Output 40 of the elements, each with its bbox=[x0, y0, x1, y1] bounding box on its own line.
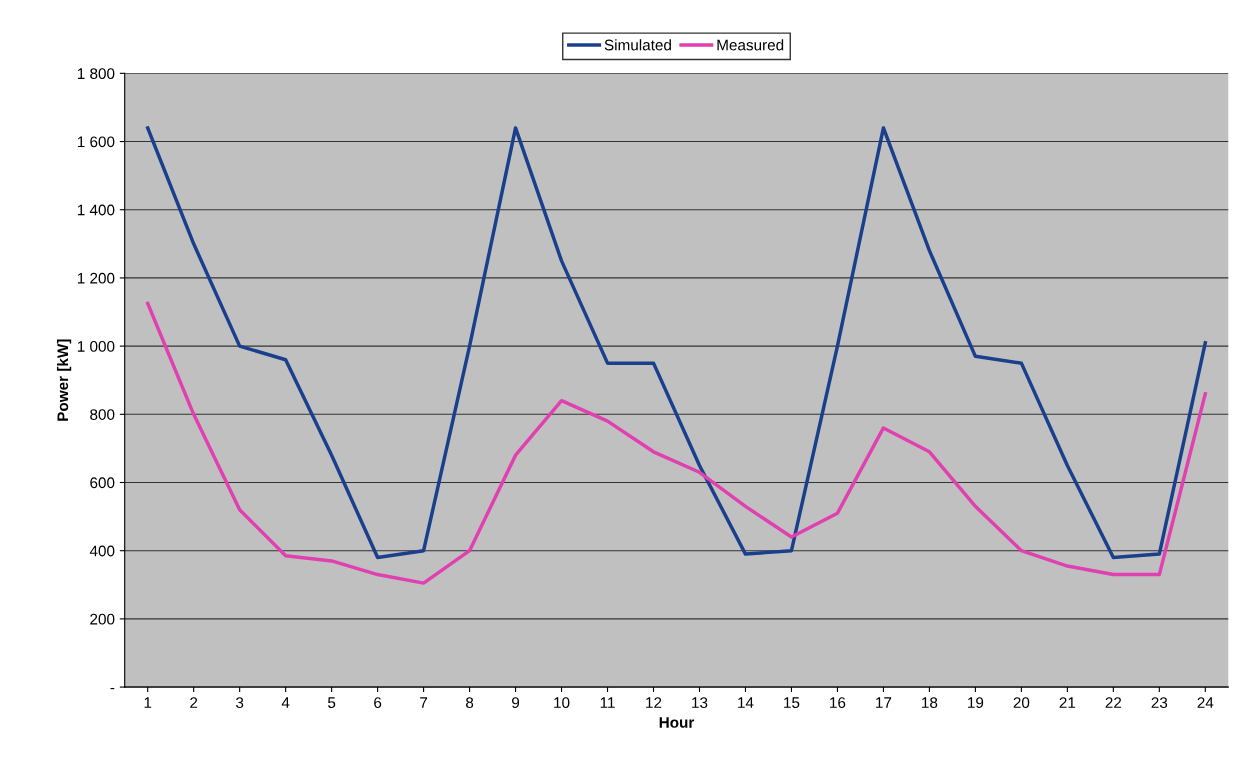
x-tick-label: 3 bbox=[235, 697, 244, 709]
x-tick-label: 14 bbox=[738, 697, 754, 708]
x-tick-label: 12 bbox=[646, 697, 662, 708]
x-tick-label: 18 bbox=[922, 697, 938, 709]
x-tick-label: 2 bbox=[190, 697, 198, 708]
x-tick-label: 4 bbox=[281, 697, 290, 708]
x-tick-label: 20 bbox=[1013, 697, 1030, 709]
line-series bbox=[145, 126, 1208, 560]
x-tick-label: 1 bbox=[144, 697, 152, 708]
x-tick-label: 7 bbox=[420, 697, 428, 708]
x-tick-label: 23 bbox=[1151, 697, 1168, 709]
y-tick-label: 1 200 bbox=[77, 272, 115, 284]
line-series bbox=[145, 301, 1208, 585]
x-tick-label: 15 bbox=[784, 697, 800, 709]
legend-label: Measured bbox=[717, 39, 784, 51]
x-tick-label: 11 bbox=[600, 697, 615, 708]
y-tick-label: 200 bbox=[90, 613, 115, 625]
y-axis-title: Power [kW] bbox=[56, 339, 72, 421]
x-tick-label: 13 bbox=[692, 697, 708, 709]
x-tick-label: 8 bbox=[465, 697, 474, 709]
x-tick-label: 22 bbox=[1105, 697, 1122, 708]
y-tick-label: 400 bbox=[89, 545, 115, 557]
x-tick-label: 17 bbox=[876, 697, 892, 708]
x-tick-label: 9 bbox=[512, 697, 520, 709]
y-tick-label: 1 600 bbox=[77, 136, 115, 148]
x-tick-label: 10 bbox=[554, 697, 570, 709]
y-tick-label: 1 800 bbox=[77, 68, 115, 80]
x-tick-label: 6 bbox=[374, 697, 382, 709]
y-tick-label: 1 400 bbox=[77, 204, 115, 216]
legend-label: Simulated bbox=[604, 39, 671, 51]
y-tick-label: 600 bbox=[90, 477, 115, 489]
y-tick-label: - bbox=[110, 687, 115, 690]
x-tick-label: 5 bbox=[327, 697, 336, 709]
x-tick-label: 16 bbox=[830, 697, 846, 709]
x-axis-title: Hour bbox=[659, 717, 695, 728]
x-tick-label: 19 bbox=[968, 697, 984, 709]
x-tick-label: 24 bbox=[1197, 697, 1214, 708]
y-tick-label: 800 bbox=[90, 409, 115, 420]
y-tick-label: 1 000 bbox=[77, 340, 115, 352]
x-tick-label: 21 bbox=[1059, 697, 1076, 708]
